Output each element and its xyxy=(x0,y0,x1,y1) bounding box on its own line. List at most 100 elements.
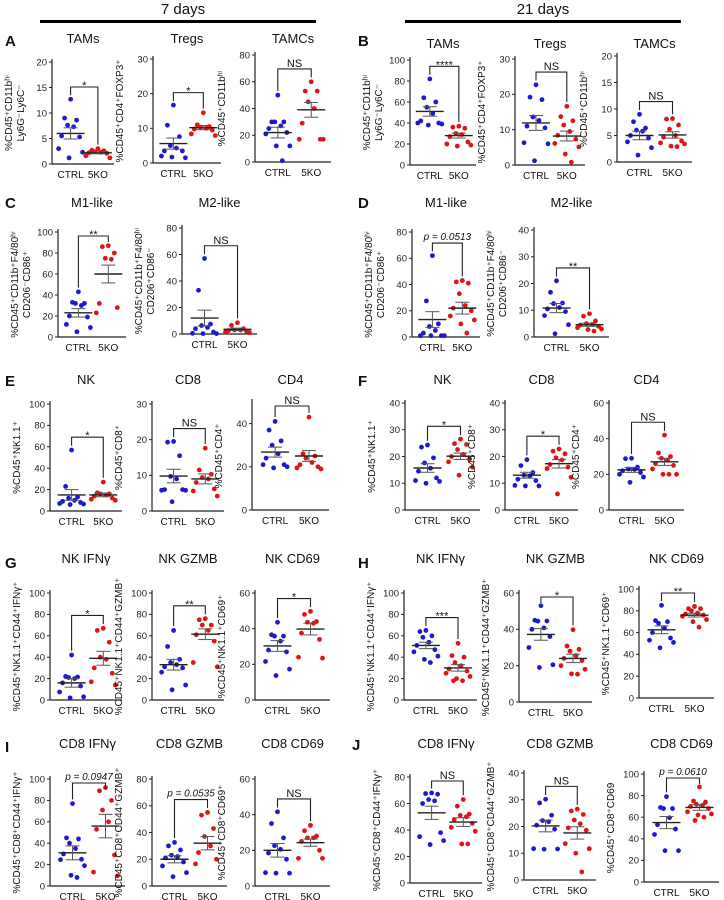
data-point-ctrl xyxy=(284,464,290,470)
data-point-5ko xyxy=(211,486,217,492)
y-tick-label: 20 xyxy=(601,51,612,62)
data-point-ctrl xyxy=(673,826,678,832)
significance-bracket xyxy=(540,596,574,626)
data-point-5ko xyxy=(317,847,322,853)
y-tick-label: 20 xyxy=(236,462,247,473)
y-tick-label: 0 xyxy=(599,505,604,516)
data-point-ctrl xyxy=(287,143,293,149)
data-point-5ko xyxy=(656,450,661,456)
plot-title: CD8 CD69 xyxy=(650,736,713,751)
data-point-ctrl xyxy=(74,329,80,335)
plot-title: CD8 IFNγ xyxy=(59,736,117,751)
data-point-ctrl xyxy=(67,313,72,319)
y-tick-label: 30 xyxy=(389,425,400,436)
y-tick-label: 0 xyxy=(142,695,147,706)
y-axis-label: Ly6G⁻Ly6C⁻ xyxy=(16,84,27,141)
y-tick-label: 20 xyxy=(518,279,529,290)
y-tick-label: 0 xyxy=(402,332,407,343)
y-axis-label: %CD45⁺CD8⁺CD44⁺GZMB⁺ xyxy=(114,767,125,897)
y-tick-label: 40 xyxy=(42,290,53,301)
data-point-ctrl xyxy=(159,487,165,493)
data-point-5ko xyxy=(296,855,301,861)
y-axis-label: %CD45⁺CD11b⁺F4/80ʰⁱ xyxy=(364,231,375,338)
data-point-ctrl xyxy=(169,499,175,505)
plot-E-cd4: CD4 %CD45⁺CD4⁺ 0 20 40 CTRL 5KO NS xyxy=(214,372,329,527)
data-point-ctrl xyxy=(281,633,286,639)
data-point-5ko xyxy=(306,414,312,420)
data-point-5ko xyxy=(679,138,684,144)
significance-bracket xyxy=(426,425,462,441)
data-point-5ko xyxy=(299,120,305,126)
data-point-ctrl xyxy=(76,289,81,295)
data-point-5ko xyxy=(449,653,455,658)
significance-bracket xyxy=(173,428,206,444)
data-point-ctrl xyxy=(656,620,661,626)
data-point-ctrl xyxy=(79,303,84,308)
data-point-ctrl xyxy=(275,619,280,625)
y-tick-label: 80 xyxy=(396,227,407,238)
data-point-ctrl xyxy=(183,487,189,493)
y-tick-label: 20 xyxy=(42,311,53,322)
data-point-ctrl xyxy=(423,791,428,796)
significance-bracket xyxy=(71,782,107,800)
data-point-5ko xyxy=(471,317,477,323)
y-tick-label: 20 xyxy=(136,674,147,685)
y-axis-label: %CD45⁺CD11bʰⁱ xyxy=(362,74,373,150)
data-point-5ko xyxy=(112,682,118,688)
data-point-ctrl xyxy=(543,796,548,802)
data-point-5ko xyxy=(303,455,309,461)
data-point-ctrl xyxy=(424,104,430,110)
plot-title: CD8 GZMB xyxy=(526,736,593,751)
plot-title: Tregs xyxy=(534,36,567,51)
data-point-ctrl xyxy=(56,146,61,152)
y-tick-label: 0 xyxy=(509,697,514,708)
data-point-5ko xyxy=(111,250,117,256)
data-point-5ko xyxy=(462,125,468,131)
y-tick-label: 40 xyxy=(239,810,250,821)
significance-bracket xyxy=(274,405,310,418)
data-point-5ko xyxy=(467,456,472,462)
plot-title: M1-like xyxy=(425,195,467,210)
data-point-5ko xyxy=(579,869,585,875)
y-tick-label: 5 xyxy=(42,134,47,145)
plot-C-m2-like: M2-like %CD45⁺CD11b⁺F4/80ʰⁱ CD206⁺CD86⁻ 0 20… xyxy=(134,195,257,351)
y-axis-label: %CD45⁺CD4⁺ xyxy=(571,424,582,489)
y-axis-label: %CD45⁺CD11b⁺F4/80ʰⁱ xyxy=(134,227,145,334)
y-tick-label: 60 xyxy=(394,799,405,810)
y-tick-label: 60 xyxy=(394,97,405,108)
data-point-ctrl xyxy=(631,119,636,125)
significance-bracket xyxy=(276,597,312,618)
data-point-ctrl xyxy=(427,324,432,329)
x-tick-label-5ko: 5KO xyxy=(197,892,217,900)
data-point-ctrl xyxy=(430,253,435,259)
data-point-5ko xyxy=(94,826,99,832)
data-point-ctrl xyxy=(426,797,431,802)
data-point-5ko xyxy=(199,622,205,628)
data-point-5ko xyxy=(558,114,564,119)
data-point-5ko xyxy=(565,825,571,831)
data-point-ctrl xyxy=(183,155,188,161)
x-tick-label-5ko: 5KO xyxy=(98,343,118,354)
data-point-ctrl xyxy=(420,634,426,640)
data-point-5ko xyxy=(576,144,582,150)
y-tick-label: 0 xyxy=(634,877,639,888)
data-point-5ko xyxy=(214,493,220,499)
data-point-ctrl xyxy=(287,870,292,876)
x-tick-label-ctrl: CTRL xyxy=(58,170,85,181)
plot-B-tamcs: TAMCs %CD45⁺CD11bʰⁱ 0 5 10 15 20 CTRL 5KO NS xyxy=(579,36,692,179)
plot-G-nk-gzmb: NK GZMB %CD45⁺NK1.1⁺CD44⁺GZMB⁺ 0 20 40 60 80 10… xyxy=(114,551,224,717)
data-point-ctrl xyxy=(272,419,278,424)
x-tick-label-5ko: 5KO xyxy=(193,169,213,180)
y-axis-label: %CD45⁺CD11b⁺F4/80ʰⁱ xyxy=(486,230,497,337)
significance-bracket xyxy=(665,777,701,793)
data-point-ctrl xyxy=(166,843,171,849)
data-point-5ko xyxy=(294,465,300,471)
data-point-ctrl xyxy=(202,256,207,261)
data-point-ctrl xyxy=(165,122,170,128)
plot-title: CD4 xyxy=(277,372,303,387)
data-point-ctrl xyxy=(537,800,542,806)
data-point-5ko xyxy=(468,308,474,314)
significance-bracket xyxy=(172,92,204,109)
data-point-ctrl xyxy=(646,135,651,141)
y-tick-label: 30 xyxy=(136,399,147,410)
